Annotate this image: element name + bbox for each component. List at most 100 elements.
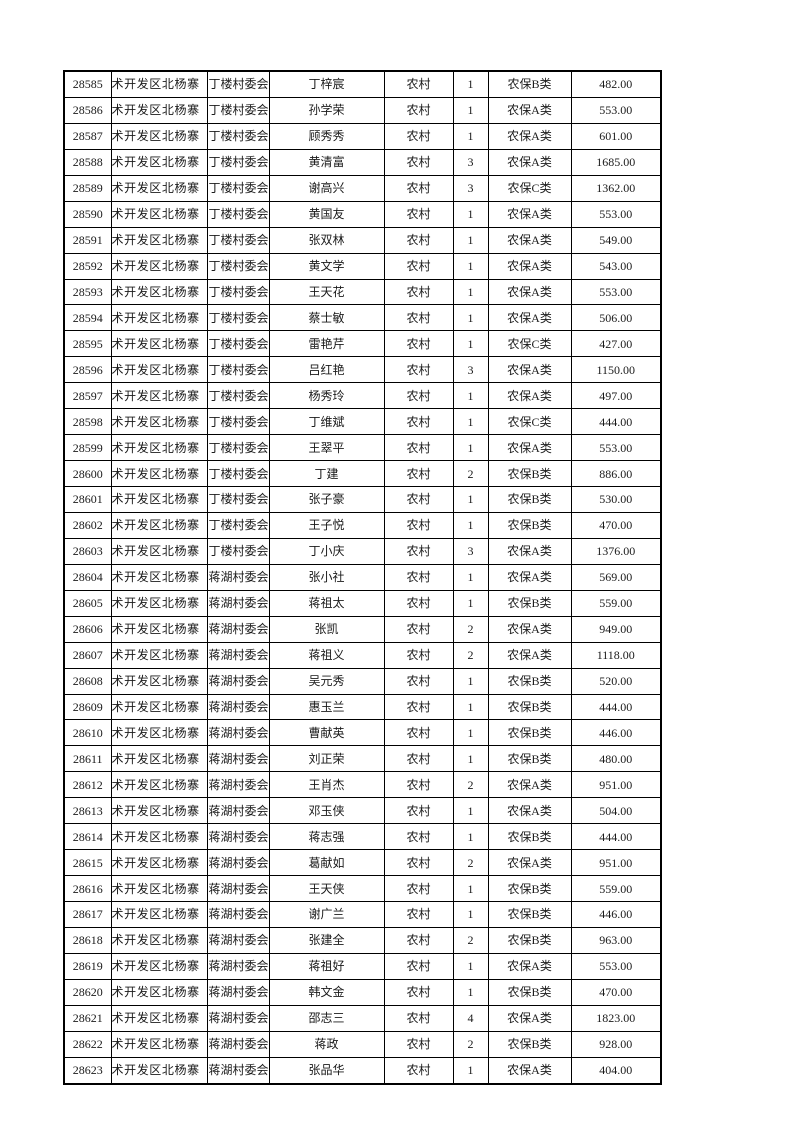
cell-residence-type: 农村 [383, 174, 454, 202]
cell-person-count: 1 [452, 1056, 489, 1085]
cell-village-committee: 蒋湖村委会 [206, 771, 270, 799]
cell-amount: 446.00 [570, 719, 662, 747]
cell-residence-type: 农村 [383, 96, 454, 124]
cell-person-name: 蒋祖好 [268, 952, 385, 980]
cell-serial-number: 28587 [63, 122, 112, 150]
cell-village-committee: 丁楼村委会 [206, 122, 270, 150]
table-row: 28588 术开发区北杨寨 丁楼村委会 黄清富 农村 3 农保A类 1685.00 [63, 148, 662, 176]
cell-person-name: 蔡士敏 [268, 304, 385, 332]
cell-district: 术开发区北杨寨 [110, 719, 208, 747]
cell-serial-number: 28591 [63, 226, 112, 254]
cell-village-committee: 蒋湖村委会 [206, 693, 270, 721]
cell-insurance-category: 农保A类 [487, 304, 572, 332]
cell-person-name: 葛献如 [268, 849, 385, 877]
table-row: 28585 术开发区北杨寨 丁楼村委会 丁梓宸 农村 1 农保B类 482.00 [63, 70, 662, 98]
cell-insurance-category: 农保B类 [487, 719, 572, 747]
cell-village-committee: 丁楼村委会 [206, 511, 270, 539]
cell-village-committee: 丁楼村委会 [206, 200, 270, 228]
spreadsheet-page: 28585 术开发区北杨寨 丁楼村委会 丁梓宸 农村 1 农保B类 482.00 28586 术开… [63, 70, 662, 1085]
cell-serial-number: 28588 [63, 148, 112, 176]
cell-residence-type: 农村 [383, 823, 454, 851]
cell-insurance-category: 农保A类 [487, 1056, 572, 1085]
cell-district: 术开发区北杨寨 [110, 382, 208, 410]
table-row: 28613 术开发区北杨寨 蒋湖村委会 邓玉侠 农村 1 农保A类 504.00 [63, 797, 662, 825]
cell-person-count: 1 [452, 330, 489, 358]
cell-amount: 482.00 [570, 70, 662, 98]
cell-village-committee: 丁楼村委会 [206, 356, 270, 384]
table-row: 28607 术开发区北杨寨 蒋湖村委会 蒋祖义 农村 2 农保A类 1118.00 [63, 641, 662, 669]
cell-serial-number: 28600 [63, 460, 112, 487]
cell-person-count: 1 [452, 823, 489, 851]
cell-village-committee: 丁楼村委会 [206, 460, 270, 487]
table-row: 28605 术开发区北杨寨 蒋湖村委会 蒋祖太 农村 1 农保B类 559.00 [63, 589, 662, 617]
cell-person-name: 王翠平 [268, 434, 385, 462]
cell-person-count: 1 [452, 304, 489, 332]
cell-insurance-category: 农保A类 [487, 382, 572, 410]
cell-amount: 504.00 [570, 797, 662, 825]
cell-person-name: 蒋祖太 [268, 589, 385, 617]
cell-insurance-category: 农保A类 [487, 952, 572, 980]
cell-village-committee: 丁楼村委会 [206, 96, 270, 124]
cell-person-name: 韩文金 [268, 978, 385, 1006]
cell-village-committee: 蒋湖村委会 [206, 589, 270, 617]
cell-district: 术开发区北杨寨 [110, 823, 208, 851]
cell-village-committee: 蒋湖村委会 [206, 978, 270, 1006]
cell-serial-number: 28604 [63, 563, 112, 591]
cell-person-count: 2 [452, 771, 489, 799]
cell-insurance-category: 农保B类 [487, 1030, 572, 1058]
cell-serial-number: 28602 [63, 511, 112, 539]
table-row: 28604 术开发区北杨寨 蒋湖村委会 张小社 农村 1 农保A类 569.00 [63, 563, 662, 591]
cell-person-name: 黄文学 [268, 252, 385, 280]
cell-insurance-category: 农保A类 [487, 1004, 572, 1032]
cell-person-count: 1 [452, 278, 489, 306]
cell-serial-number: 28615 [63, 849, 112, 877]
cell-person-count: 1 [452, 382, 489, 410]
cell-village-committee: 丁楼村委会 [206, 537, 270, 565]
cell-person-name: 张子豪 [268, 486, 385, 513]
cell-insurance-category: 农保C类 [487, 330, 572, 358]
cell-residence-type: 农村 [383, 745, 454, 773]
cell-residence-type: 农村 [383, 511, 454, 539]
cell-person-name: 吕红艳 [268, 356, 385, 384]
cell-serial-number: 28613 [63, 797, 112, 825]
cell-insurance-category: 农保B类 [487, 70, 572, 98]
cell-person-count: 1 [452, 511, 489, 539]
table-row: 28591 术开发区北杨寨 丁楼村委会 张双林 农村 1 农保A类 549.00 [63, 226, 662, 254]
cell-district: 术开发区北杨寨 [110, 589, 208, 617]
cell-residence-type: 农村 [383, 408, 454, 436]
cell-residence-type: 农村 [383, 875, 454, 902]
cell-village-committee: 蒋湖村委会 [206, 849, 270, 877]
table-row: 28616 术开发区北杨寨 蒋湖村委会 王天侠 农村 1 农保B类 559.00 [63, 875, 662, 902]
cell-amount: 553.00 [570, 278, 662, 306]
cell-person-name: 孙学荣 [268, 96, 385, 124]
cell-person-count: 1 [452, 70, 489, 98]
cell-village-committee: 蒋湖村委会 [206, 797, 270, 825]
cell-district: 术开发区北杨寨 [110, 1030, 208, 1058]
cell-amount: 446.00 [570, 901, 662, 928]
table-row: 28602 术开发区北杨寨 丁楼村委会 王子悦 农村 1 农保B类 470.00 [63, 511, 662, 539]
cell-district: 术开发区北杨寨 [110, 641, 208, 669]
cell-person-name: 雷艳芹 [268, 330, 385, 358]
cell-person-name: 王天花 [268, 278, 385, 306]
cell-amount: 530.00 [570, 486, 662, 513]
cell-person-name: 蒋祖义 [268, 641, 385, 669]
cell-village-committee: 蒋湖村委会 [206, 926, 270, 954]
cell-person-name: 吴元秀 [268, 667, 385, 695]
cell-insurance-category: 农保A类 [487, 797, 572, 825]
cell-person-count: 1 [452, 486, 489, 513]
cell-residence-type: 农村 [383, 330, 454, 358]
cell-serial-number: 28597 [63, 382, 112, 410]
cell-residence-type: 农村 [383, 434, 454, 462]
table-row: 28617 术开发区北杨寨 蒋湖村委会 谢广兰 农村 1 农保B类 446.00 [63, 901, 662, 928]
table-row: 28614 术开发区北杨寨 蒋湖村委会 蒋志强 农村 1 农保B类 444.00 [63, 823, 662, 851]
cell-serial-number: 28599 [63, 434, 112, 462]
cell-person-name: 曹献英 [268, 719, 385, 747]
cell-person-name: 张品华 [268, 1056, 385, 1085]
cell-serial-number: 28617 [63, 901, 112, 928]
cell-district: 术开发区北杨寨 [110, 849, 208, 877]
table-row: 28596 术开发区北杨寨 丁楼村委会 吕红艳 农村 3 农保A类 1150.00 [63, 356, 662, 384]
cell-residence-type: 农村 [383, 771, 454, 799]
cell-serial-number: 28621 [63, 1004, 112, 1032]
cell-district: 术开发区北杨寨 [110, 200, 208, 228]
cell-district: 术开发区北杨寨 [110, 1004, 208, 1032]
